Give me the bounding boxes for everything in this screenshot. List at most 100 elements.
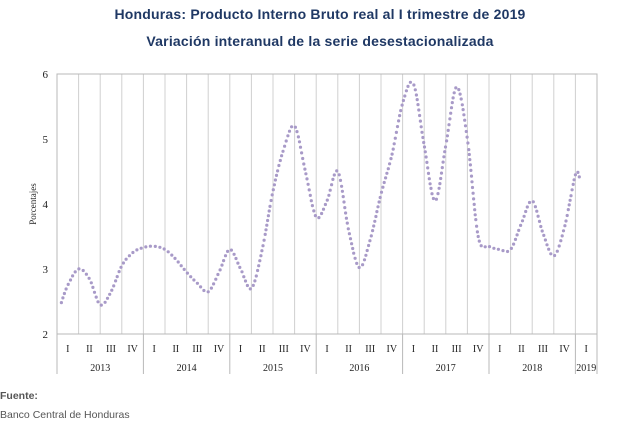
- quarter-label: I: [239, 344, 242, 355]
- series-dot: [425, 160, 429, 164]
- series-dot: [84, 272, 88, 276]
- y-tick-label: 4: [43, 199, 49, 211]
- series-dot: [377, 200, 381, 204]
- series-dot: [469, 168, 473, 172]
- series-dot: [420, 130, 424, 134]
- series-dot: [320, 211, 324, 216]
- series-dot: [220, 263, 224, 267]
- series-dot: [545, 243, 549, 247]
- quarter-label: IV: [300, 344, 311, 355]
- chart-subtitle: Variación interanual de la serie desesta…: [146, 33, 494, 49]
- series-dot: [341, 195, 345, 199]
- series-dot: [248, 287, 252, 291]
- series-dot: [293, 125, 297, 129]
- series-dot: [464, 129, 468, 134]
- series-dot: [566, 208, 570, 212]
- series-dot: [369, 234, 373, 238]
- series-dot: [385, 171, 389, 175]
- series-dot: [475, 230, 479, 234]
- series-dot: [460, 103, 464, 107]
- year-label: 2013: [90, 363, 110, 374]
- series-dot: [91, 285, 95, 289]
- quarter-label: III: [279, 344, 289, 355]
- series-dot: [321, 207, 326, 211]
- series-dot: [119, 265, 123, 269]
- series-dot: [62, 291, 66, 296]
- series-dot: [560, 234, 564, 238]
- series-dot: [166, 250, 170, 254]
- series-dot: [347, 232, 351, 236]
- series-dot: [272, 183, 276, 187]
- series-dot: [290, 125, 294, 129]
- series-dot: [431, 196, 435, 201]
- series-dot: [337, 173, 341, 177]
- series-dot: [361, 263, 365, 267]
- series-dot: [372, 224, 376, 228]
- series-dot: [463, 124, 468, 128]
- series-dot: [254, 274, 258, 278]
- series-dot: [389, 157, 393, 161]
- series-dot: [232, 252, 236, 256]
- series-dot: [468, 163, 472, 167]
- quarter-label: III: [538, 344, 548, 355]
- series-dot: [96, 300, 100, 304]
- series-dot: [570, 188, 574, 192]
- series-dot: [572, 178, 576, 182]
- series-dot: [328, 188, 332, 192]
- quarter-label: II: [86, 344, 93, 355]
- series-dot: [234, 256, 238, 261]
- series-dot: [449, 106, 454, 110]
- series-dot: [108, 292, 112, 296]
- series-dot: [127, 254, 131, 258]
- series-dot: [94, 295, 98, 299]
- series-dot: [103, 300, 107, 304]
- series-dot: [426, 171, 431, 175]
- series-dot: [345, 221, 349, 225]
- series-dot: [426, 166, 430, 170]
- series-dot: [577, 175, 581, 179]
- series-dot: [351, 246, 355, 251]
- series-dot: [223, 254, 228, 258]
- series-dot: [139, 246, 143, 250]
- series-dot: [474, 218, 478, 222]
- series-dot: [278, 158, 282, 163]
- series-dot: [522, 214, 526, 218]
- series-dot: [266, 218, 270, 223]
- series-dot: [412, 83, 416, 87]
- series-dot: [280, 154, 284, 158]
- source-label: Fuente:: [0, 390, 38, 402]
- series-dot: [121, 261, 125, 265]
- series-dot: [274, 173, 279, 177]
- series-dot: [262, 238, 266, 242]
- series-dot: [378, 195, 382, 200]
- series-dot: [483, 245, 487, 249]
- series-dot: [297, 140, 302, 144]
- series-dot: [573, 173, 578, 177]
- series-dot: [281, 149, 285, 153]
- y-tick-label: 6: [43, 69, 49, 81]
- series-dot: [401, 98, 405, 103]
- series-dot: [422, 145, 427, 149]
- series-dot: [353, 256, 357, 260]
- chart-title: Honduras: Producto Interno Bruto real al…: [114, 6, 526, 22]
- series-dot: [374, 214, 378, 219]
- series-dot: [406, 84, 410, 88]
- series-dot: [373, 219, 377, 223]
- series-dot: [462, 113, 466, 117]
- series-dot: [382, 180, 386, 185]
- series-dot: [477, 239, 481, 243]
- series-dot: [392, 142, 396, 146]
- series-dot: [472, 197, 476, 201]
- series-dot: [531, 200, 535, 204]
- series-dot: [298, 145, 303, 149]
- series-dot: [344, 211, 348, 215]
- series-dot: [424, 155, 428, 159]
- series-dot: [458, 92, 462, 96]
- series-dot: [317, 216, 321, 220]
- series-dot: [301, 156, 305, 161]
- series-dot: [384, 176, 388, 180]
- series-dot: [475, 224, 479, 228]
- series-dot: [189, 275, 193, 279]
- quarter-label: IV: [559, 344, 570, 355]
